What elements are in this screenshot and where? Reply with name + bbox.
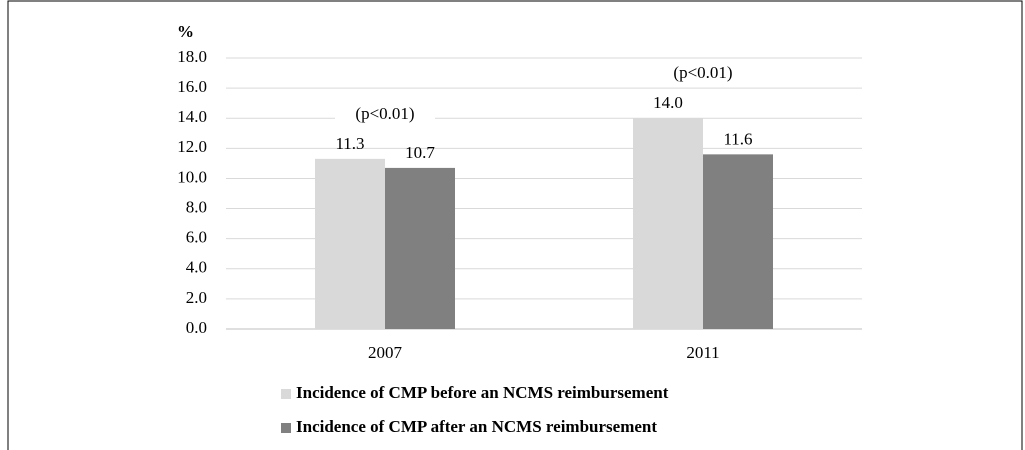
annotation-bg bbox=[335, 101, 435, 128]
bar bbox=[315, 158, 385, 329]
value-label: 11.3 bbox=[335, 134, 364, 153]
bar bbox=[633, 118, 703, 329]
value-label: 11.6 bbox=[723, 129, 752, 148]
annotation: (p<0.01) bbox=[355, 104, 414, 123]
legend-swatch bbox=[281, 389, 291, 399]
y-tick-label: 10.0 bbox=[177, 167, 207, 186]
annotation: (p<0.01) bbox=[673, 63, 732, 82]
y-tick-label: 14.0 bbox=[177, 107, 207, 126]
y-tick-label: 6.0 bbox=[186, 228, 207, 247]
legend-swatch bbox=[281, 423, 291, 433]
value-label: 10.7 bbox=[405, 143, 435, 162]
y-tick-label: 12.0 bbox=[177, 137, 207, 156]
legend-label: Incidence of CMP before an NCMS reimburs… bbox=[296, 383, 669, 402]
y-tick-label: 18.0 bbox=[177, 47, 207, 66]
y-axis-label: % bbox=[177, 22, 194, 41]
value-label: 14.0 bbox=[653, 93, 683, 112]
x-tick-label: 2007 bbox=[368, 343, 403, 362]
bar bbox=[385, 167, 455, 329]
y-tick-label: 0.0 bbox=[186, 318, 207, 337]
legend-label: Incidence of CMP after an NCMS reimburse… bbox=[296, 417, 657, 436]
y-tick-label: 2.0 bbox=[186, 288, 207, 307]
y-tick-label: 4.0 bbox=[186, 258, 207, 277]
x-tick-label: 2011 bbox=[686, 343, 719, 362]
frame bbox=[7, 0, 1023, 450]
y-tick-label: 8.0 bbox=[186, 197, 207, 216]
bar bbox=[703, 154, 773, 329]
y-tick-label: 16.0 bbox=[177, 77, 207, 96]
annotation-bg bbox=[653, 61, 753, 88]
